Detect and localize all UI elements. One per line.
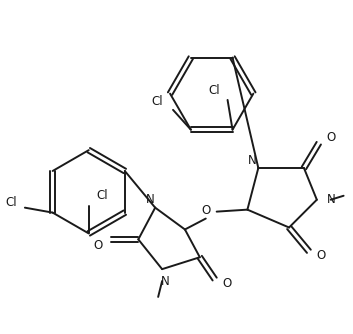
Text: N: N [327, 193, 335, 206]
Text: Cl: Cl [151, 96, 163, 109]
Text: O: O [223, 277, 232, 290]
Text: O: O [327, 131, 336, 144]
Text: N: N [146, 193, 155, 206]
Text: Cl: Cl [97, 189, 108, 202]
Text: O: O [94, 239, 103, 252]
Text: N: N [248, 154, 257, 167]
Text: Cl: Cl [5, 196, 17, 209]
Text: Cl: Cl [208, 84, 220, 97]
Text: O: O [201, 204, 210, 217]
Text: O: O [317, 249, 326, 262]
Text: N: N [161, 275, 169, 288]
